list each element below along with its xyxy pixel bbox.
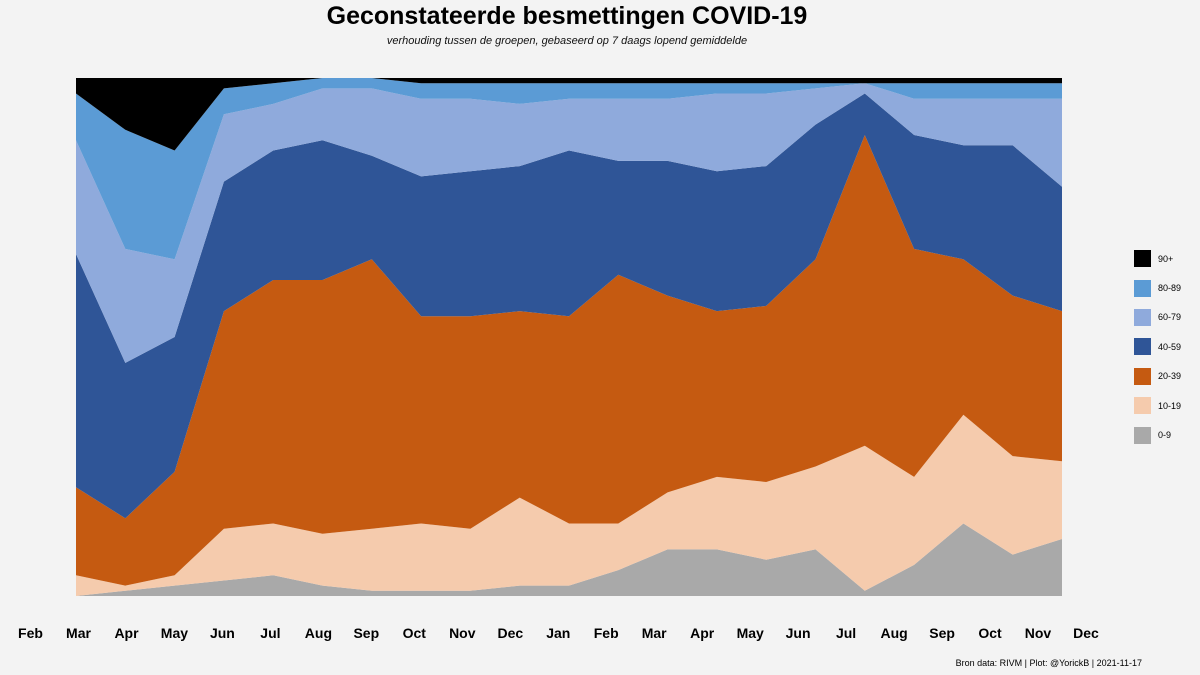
x-tick-label: Dec — [497, 625, 523, 641]
legend-item: 10-19 — [1134, 391, 1181, 420]
legend: 90+ 80-89 60-79 40-59 20-39 10-19 0-9 — [1134, 244, 1181, 450]
x-tick-label: May — [737, 625, 764, 641]
x-tick-label: May — [161, 625, 188, 641]
legend-label: 20-39 — [1158, 371, 1182, 382]
legend-item: 20-39 — [1134, 362, 1181, 391]
area-90+ — [76, 78, 1062, 151]
x-tick-label: Dec — [1073, 625, 1099, 641]
x-tick-label: Feb — [594, 625, 619, 641]
area-20-39 — [76, 135, 1062, 586]
x-tick-label: Aug — [880, 625, 907, 641]
legend-swatch — [1134, 250, 1151, 268]
x-tick-label: Nov — [449, 625, 476, 641]
x-tick-label: Jun — [786, 625, 811, 641]
x-tick-label: Mar — [66, 625, 91, 641]
area-60-79 — [76, 83, 1062, 363]
legend-label: 80-89 — [1158, 283, 1182, 294]
x-tick-label: Sep — [929, 625, 955, 641]
x-tick-label: Nov — [1025, 625, 1052, 641]
chart-title: Geconstateerde besmettingen COVID-19 — [326, 2, 808, 30]
legend-item: 0-9 — [1134, 420, 1181, 449]
legend-swatch — [1134, 338, 1151, 356]
x-tick-label: Jun — [210, 625, 235, 641]
legend-item: 40-59 — [1134, 332, 1181, 361]
legend-item: 60-79 — [1134, 303, 1181, 332]
source-caption: Bron data: RIVM | Plot: @YorickB | 2021-… — [955, 658, 1142, 668]
x-tick-label: Apr — [114, 625, 139, 641]
legend-label: 10-19 — [1158, 400, 1182, 411]
area-layers — [76, 78, 1062, 596]
x-tick-label: Oct — [978, 625, 1002, 641]
legend-label: 0-9 — [1158, 430, 1172, 441]
x-tick-label: Aug — [305, 625, 332, 641]
legend-swatch — [1134, 279, 1151, 297]
legend-swatch — [1134, 367, 1151, 385]
area-0-9 — [76, 523, 1062, 596]
x-tick-label: Jul — [260, 625, 280, 641]
chart-subtitle: verhouding tussen de groepen, gebaseerd … — [386, 35, 748, 47]
legend-swatch — [1134, 426, 1151, 444]
x-tick-label: Feb — [18, 625, 43, 641]
area-40-59 — [76, 93, 1062, 519]
area-80-89 — [76, 78, 1062, 260]
x-tick-label: Mar — [642, 625, 667, 641]
legend-swatch — [1134, 397, 1151, 415]
area-10-19 — [76, 414, 1062, 596]
x-tick-label: Apr — [690, 625, 715, 641]
legend-label: 40-59 — [1158, 341, 1182, 352]
x-axis-ticks: Feb Mar Apr May Jun Jul Aug Sep Oct Nov Dec Jan Feb M… — [18, 625, 1099, 641]
legend-item: 90+ — [1134, 244, 1181, 273]
x-tick-label: Jul — [836, 625, 856, 641]
x-tick-label: Sep — [353, 625, 379, 641]
x-tick-label: Jan — [546, 625, 570, 641]
legend-label: 60-79 — [1158, 312, 1182, 323]
x-tick-label: Oct — [403, 625, 427, 641]
legend-item: 80-89 — [1134, 273, 1181, 302]
legend-swatch — [1134, 308, 1151, 326]
legend-label: 90+ — [1158, 253, 1174, 264]
